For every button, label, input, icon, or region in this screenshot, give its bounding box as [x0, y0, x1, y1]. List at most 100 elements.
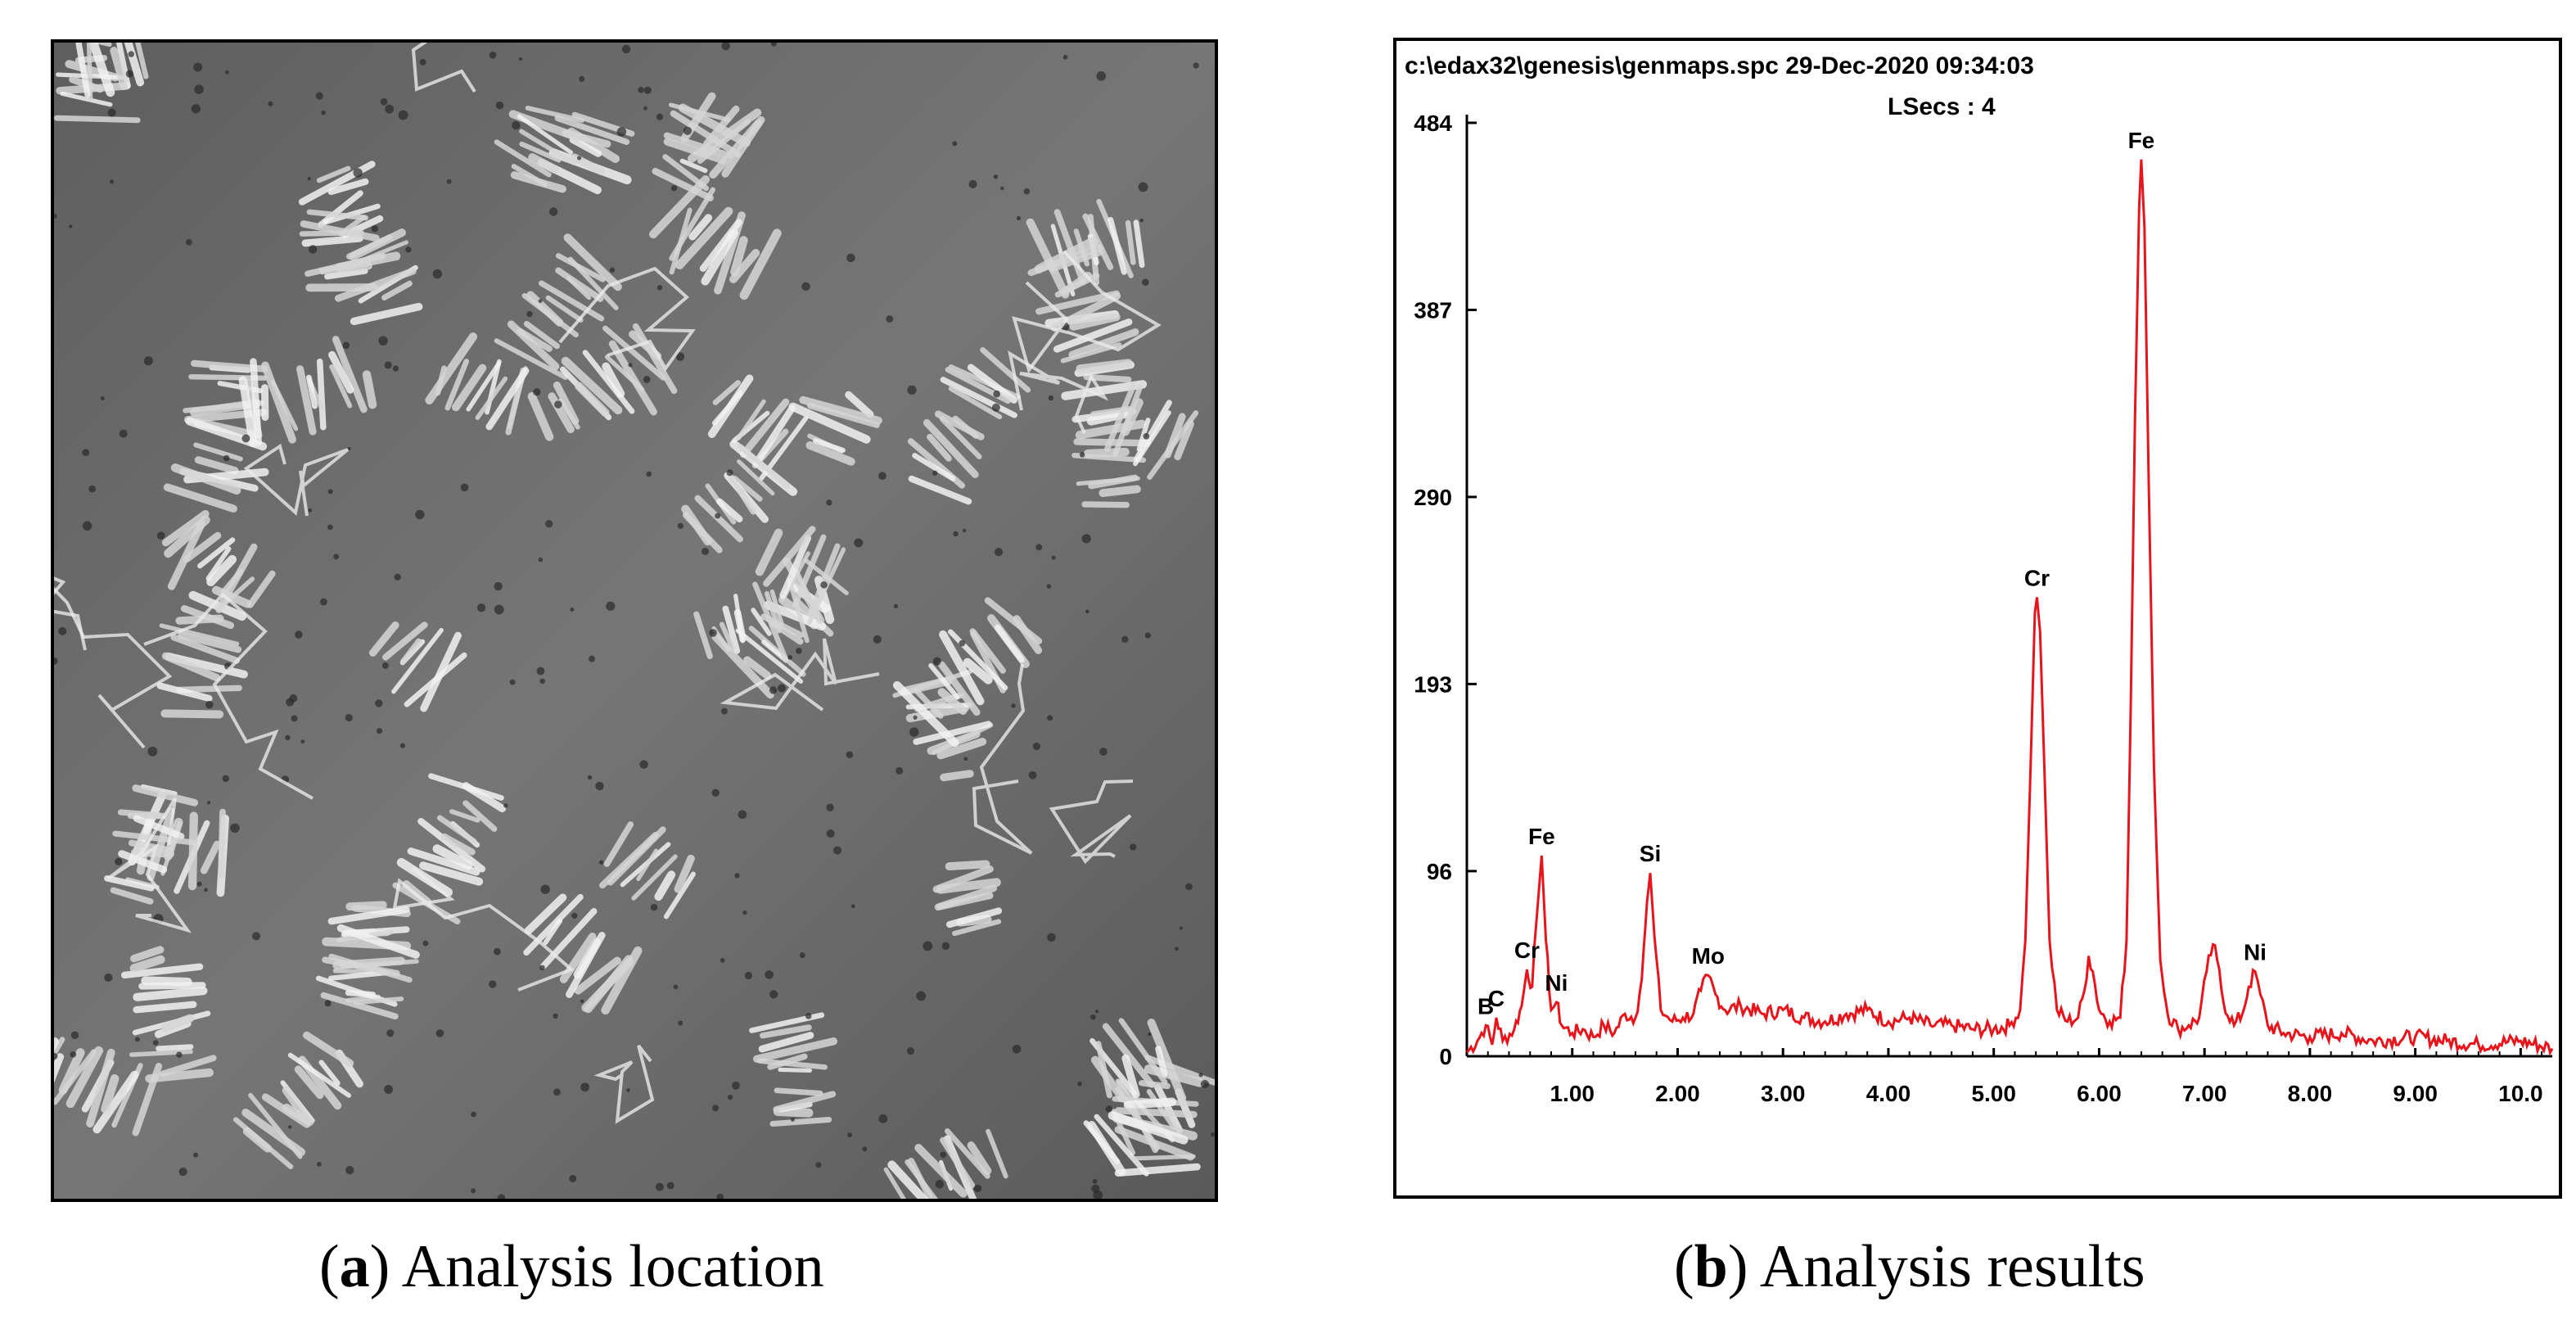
dendrite-lamella	[128, 839, 174, 854]
dendrite-lamella	[567, 256, 619, 310]
pore-dot	[394, 573, 401, 581]
dendrite-lamella	[654, 870, 676, 901]
pore-dot	[128, 51, 134, 57]
pore-dot	[1047, 933, 1056, 942]
pore-dot	[58, 626, 67, 635]
pore-dot	[509, 679, 516, 685]
dendrite-lamella	[883, 1167, 907, 1199]
pore-dot	[878, 1114, 888, 1123]
pore-dot	[799, 952, 805, 959]
pore-dot	[1085, 609, 1089, 614]
dendrite-lamella	[967, 364, 1017, 404]
pore-dot	[790, 1117, 795, 1122]
caption-b-close: )	[1727, 1233, 1748, 1300]
pore-dot	[251, 932, 261, 941]
pore-dot	[826, 803, 834, 811]
dendrite-lamella	[316, 358, 327, 431]
pore-dot	[176, 1051, 183, 1058]
dendrite-lamella	[320, 992, 399, 1020]
pore-dot	[109, 179, 115, 184]
pore-dot	[1090, 1014, 1096, 1020]
dendrite-lamella	[934, 410, 985, 441]
dendrite-lamella	[912, 453, 956, 481]
dendrite-lamella	[101, 1074, 120, 1114]
pore-dot	[846, 751, 854, 759]
dendrite-lamella	[807, 543, 841, 617]
caption-a-open: (	[319, 1233, 340, 1300]
pore-dot	[675, 352, 685, 361]
pore-dot	[143, 356, 153, 366]
peak-label-fe: Fe	[2128, 128, 2155, 153]
x-tick-label: 9.00	[2393, 1081, 2438, 1106]
pore-dot	[1179, 926, 1183, 930]
dendrite-lamella	[663, 871, 696, 920]
dendrite-lamella	[1121, 1054, 1140, 1099]
dendrite-lamella	[1108, 1110, 1189, 1145]
x-tick-label: 5.00	[1971, 1081, 2016, 1106]
dendrite-lamella	[1099, 485, 1141, 498]
dendrite-lamella	[682, 512, 723, 554]
pore-dot	[716, 1193, 724, 1199]
dendrite-lamella	[1081, 501, 1130, 508]
pore-dot	[832, 846, 842, 855]
dendrite-lamella	[669, 207, 692, 275]
pore-dot	[787, 655, 793, 660]
dendrite-lamella	[161, 509, 210, 547]
dendrite-lamella	[521, 292, 579, 338]
dendrite-lamella	[187, 811, 198, 891]
dendrite-lamella	[719, 621, 736, 652]
dendrite-lamella	[799, 395, 882, 425]
dendrite-lamella	[218, 808, 226, 879]
pore-dot	[471, 1188, 476, 1194]
dendrite-lamella	[197, 537, 236, 569]
pore-dot	[191, 104, 201, 114]
dendrite-lamella	[194, 456, 239, 475]
dendrite-lamella	[1154, 1084, 1184, 1134]
pore-dot	[494, 604, 504, 615]
pore-dot	[598, 860, 604, 865]
pore-dot	[580, 1082, 589, 1092]
y-tick-label: 290	[1414, 485, 1452, 510]
peak-label-c: C	[1488, 986, 1505, 1011]
dendrite-lamella	[1114, 1163, 1201, 1177]
pore-dot	[1011, 703, 1016, 708]
dendrite-lamella	[475, 376, 508, 420]
pore-dot	[1138, 182, 1148, 192]
dendrite-lamella	[176, 685, 242, 694]
pore-dot	[778, 684, 787, 693]
pore-dot	[570, 608, 575, 612]
pore-dot	[82, 521, 92, 531]
dendrite-lamella	[940, 770, 974, 782]
dendrite-lamella	[779, 535, 812, 599]
pore-dot	[878, 472, 886, 480]
dendrite-lamella	[420, 631, 462, 712]
pore-dot	[204, 888, 208, 892]
dendrite-lamella	[178, 631, 242, 653]
x-tick-label: 7.00	[2182, 1081, 2227, 1106]
pore-dot	[962, 528, 967, 533]
dendrite-lamella	[206, 554, 237, 587]
pore-dot	[512, 121, 521, 130]
pore-dot	[1016, 215, 1022, 221]
dendrite-lamella	[553, 381, 580, 425]
pore-dot	[744, 971, 752, 979]
pore-dot	[655, 1182, 664, 1191]
dendrite-lamella	[636, 848, 659, 882]
dendrite-lamella	[663, 132, 733, 159]
pore-dot	[847, 1132, 853, 1137]
pore-dot	[119, 429, 128, 438]
dendrite-lamella	[205, 546, 232, 581]
dendrite-lamella	[778, 1067, 813, 1073]
peak-label-fe: Fe	[1528, 824, 1555, 849]
pore-dot	[742, 910, 747, 915]
dendrite-lamella	[739, 398, 790, 459]
y-tick-label: 0	[1439, 1044, 1452, 1069]
pore-dot	[300, 739, 305, 744]
dendrite-lamella	[688, 214, 713, 241]
dendrite-lamella	[432, 844, 473, 870]
dendrite-lamella	[732, 475, 763, 502]
pore-dot	[384, 1085, 394, 1094]
dendrite-lamella	[261, 361, 296, 444]
dendrite-lamella	[54, 1053, 65, 1083]
dendrite-lamella	[160, 709, 224, 719]
